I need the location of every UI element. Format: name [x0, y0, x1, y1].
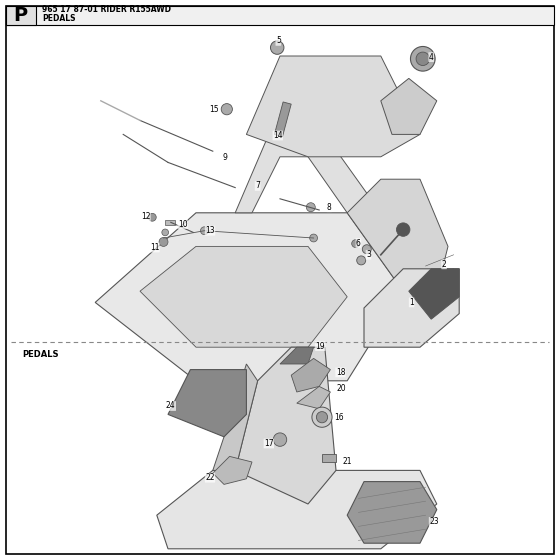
Text: 15: 15 [209, 105, 220, 114]
Text: 8: 8 [327, 203, 332, 212]
Text: 9: 9 [223, 153, 227, 162]
Circle shape [148, 213, 156, 221]
Polygon shape [235, 347, 336, 504]
Text: 23: 23 [429, 517, 439, 526]
Text: 6: 6 [356, 239, 361, 248]
Text: 17: 17 [264, 439, 274, 448]
Circle shape [410, 46, 435, 71]
Text: 20: 20 [337, 384, 347, 393]
Bar [165, 220, 175, 225]
Bar [6, 6, 554, 25]
Text: 24: 24 [166, 402, 176, 410]
Polygon shape [213, 364, 258, 470]
Circle shape [162, 229, 169, 236]
Text: 10: 10 [178, 220, 188, 228]
Circle shape [312, 407, 332, 427]
Text: 19: 19 [315, 342, 325, 351]
Bar [6, 6, 36, 25]
Bar [274, 102, 291, 137]
Text: PEDALS: PEDALS [22, 350, 59, 359]
Text: 965 17 87-01 RIDER R155AWD: 965 17 87-01 RIDER R155AWD [42, 5, 171, 14]
Text: PEDALS: PEDALS [42, 14, 76, 23]
Circle shape [270, 41, 284, 54]
Bar [322, 454, 336, 462]
Text: 11: 11 [150, 243, 159, 252]
Polygon shape [347, 482, 437, 543]
Text: 2: 2 [442, 260, 446, 269]
Polygon shape [409, 269, 459, 319]
Circle shape [200, 227, 208, 235]
Circle shape [416, 52, 430, 66]
Polygon shape [235, 134, 381, 213]
Circle shape [273, 433, 287, 446]
Circle shape [357, 256, 366, 265]
Circle shape [362, 245, 371, 254]
Circle shape [221, 104, 232, 115]
Polygon shape [157, 470, 437, 549]
Text: 22: 22 [206, 473, 214, 482]
Text: 5: 5 [276, 36, 281, 45]
Text: 14: 14 [273, 131, 283, 140]
Text: 1: 1 [409, 298, 414, 307]
Polygon shape [291, 358, 330, 392]
Polygon shape [95, 213, 403, 381]
Circle shape [316, 412, 328, 423]
Circle shape [310, 234, 318, 242]
Polygon shape [381, 78, 437, 134]
Polygon shape [140, 246, 347, 347]
Circle shape [159, 237, 168, 246]
Circle shape [306, 203, 315, 212]
Polygon shape [364, 269, 459, 347]
Polygon shape [347, 179, 448, 291]
Text: 7: 7 [255, 181, 260, 190]
Text: 12: 12 [141, 212, 150, 221]
Polygon shape [213, 456, 252, 484]
Circle shape [396, 223, 410, 236]
Text: P: P [13, 6, 28, 25]
Text: 3: 3 [366, 250, 371, 259]
Polygon shape [246, 56, 420, 157]
Polygon shape [168, 370, 246, 437]
Circle shape [352, 240, 360, 248]
Text: 16: 16 [334, 413, 344, 422]
Text: 4: 4 [429, 53, 433, 62]
Polygon shape [280, 347, 314, 364]
Text: 18: 18 [336, 368, 345, 377]
Polygon shape [297, 386, 330, 409]
Text: 13: 13 [205, 226, 215, 235]
Text: 21: 21 [343, 458, 352, 466]
